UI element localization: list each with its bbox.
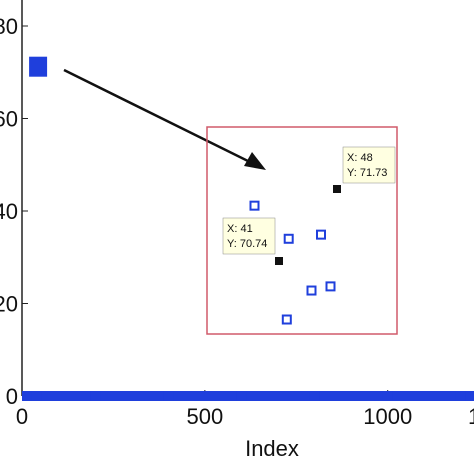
datatip-y: Y: 71.73 [347, 167, 387, 179]
x-tick-label: 0 [16, 404, 28, 429]
zoom-arrow [63, 68, 259, 168]
outlier-cluster [29, 56, 48, 77]
data-point [90, 391, 101, 401]
data-point [382, 391, 393, 401]
arrow-head-icon [244, 152, 266, 170]
datatip-marker [275, 257, 283, 265]
data-point [236, 391, 247, 401]
inset-data-point [281, 314, 292, 325]
inset-data-point [306, 285, 317, 296]
data-point [309, 391, 320, 401]
y-tick-label: 80 [0, 14, 18, 39]
data-marks [22, 56, 474, 401]
y-tick-label: 20 [0, 292, 18, 317]
datatip-box [342, 146, 396, 184]
y-tick-label: 60 [0, 107, 18, 132]
x-tick-label: 500 [186, 404, 223, 429]
x-axis-label: Index [245, 436, 299, 461]
data-point [31, 391, 42, 401]
inset-data-point [249, 200, 260, 211]
datatip-x: X: 48 [347, 152, 373, 164]
y-tick-label: 40 [0, 199, 18, 224]
inset-frame [206, 126, 398, 335]
data-point [455, 391, 466, 401]
inset-data-point [283, 233, 294, 244]
datatip-marker [333, 185, 341, 193]
zoom-inset: X: 41 Y: 70.74 X: 48 Y: 71.73 [206, 126, 398, 335]
x-tick-label: 1000 [363, 404, 412, 429]
datatip-y: Y: 70.74 [227, 238, 267, 250]
x-tick-label-clipped: 1 [468, 404, 474, 429]
y-tick-label: 0 [6, 384, 18, 409]
datatip-box [222, 217, 276, 255]
axes: 0 20 40 60 80 0 500 1000 1 [0, 0, 474, 429]
datatip-x: X: 41 [227, 223, 253, 235]
zero-value-band [22, 391, 474, 401]
data-point [163, 391, 174, 401]
inset-data-point [316, 229, 326, 240]
inset-data-point [325, 281, 336, 292]
